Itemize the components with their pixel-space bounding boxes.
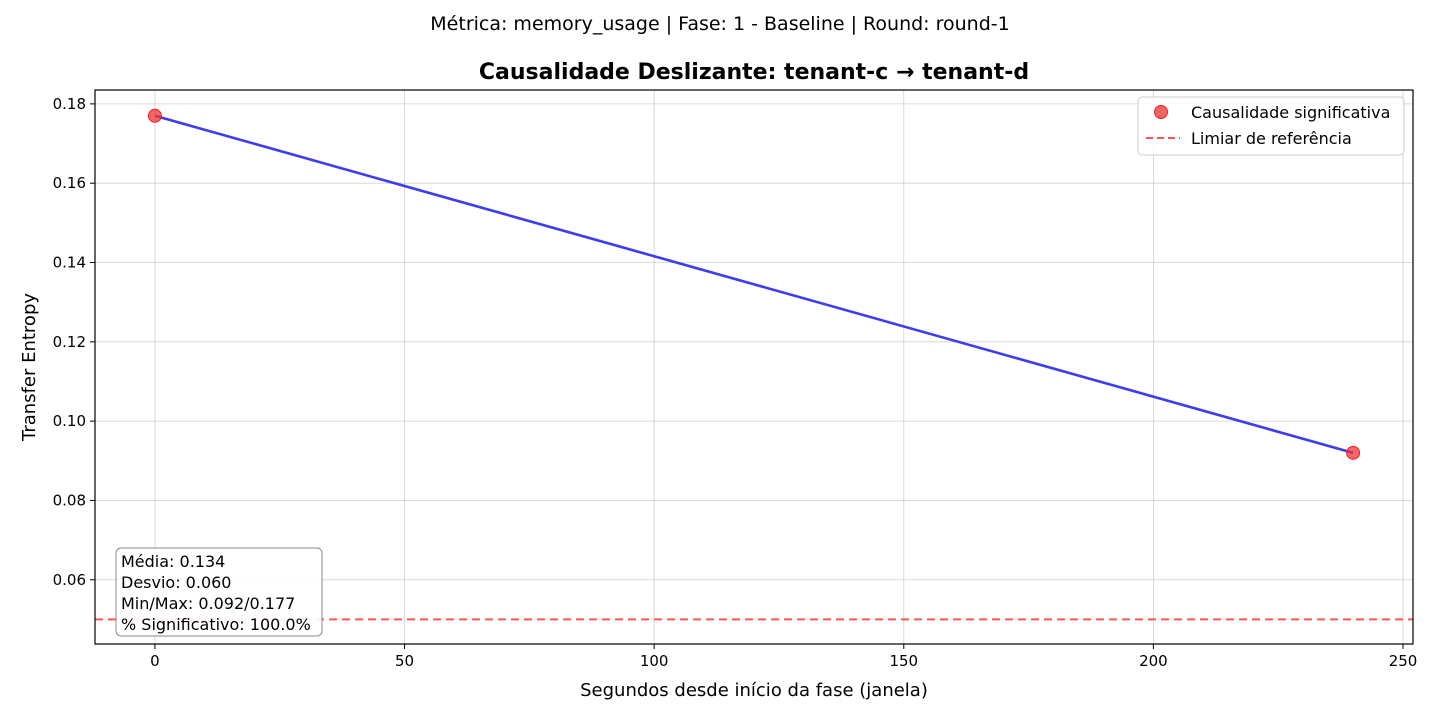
- stats-box: Média: 0.134 Desvio: 0.060 Min/Max: 0.09…: [115, 547, 323, 637]
- y-axis-label: Transfer Entropy: [19, 293, 40, 442]
- x-axis-ticks: 0 50 100 150 200 250: [150, 644, 1417, 670]
- y-tick-label: 0.10: [53, 412, 86, 430]
- plot-area-frame: [94, 89, 1414, 645]
- x-tick-label: 200: [1139, 652, 1168, 670]
- points-layer: [147, 108, 1361, 460]
- y-tick-label: 0.18: [53, 95, 86, 113]
- x-tick-label: 100: [640, 652, 669, 670]
- legend: Causalidade significativa Limiar de refe…: [1137, 96, 1405, 156]
- legend-marker-significant: [1154, 105, 1168, 119]
- series-line: [154, 114, 1354, 455]
- legend-label-significant: Causalidade significativa: [1191, 103, 1390, 122]
- x-tick-label: 250: [1389, 652, 1418, 670]
- chart-title: Causalidade Deslizante: tenant-c → tenan…: [479, 60, 1029, 85]
- stats-std: Desvio: 0.060: [121, 573, 231, 592]
- stats-box-frame: [115, 547, 323, 637]
- stats-significant-pct: % Significativo: 100.0%: [121, 615, 311, 634]
- x-tick-label: 150: [889, 652, 918, 670]
- stats-minmax: Min/Max: 0.092/0.177: [121, 594, 295, 613]
- y-tick-label: 0.16: [53, 174, 86, 192]
- y-axis-ticks: 0.06 0.08 0.10 0.12 0.14 0.16 0.18: [53, 95, 95, 589]
- significant-point: [147, 108, 162, 123]
- significant-point: [1346, 445, 1361, 460]
- stats-mean: Média: 0.134: [121, 552, 225, 571]
- y-tick-label: 0.06: [53, 571, 86, 589]
- x-tick-label: 50: [395, 652, 414, 670]
- x-tick-label: 0: [150, 652, 160, 670]
- x-axis-label: Segundos desde início da fase (janela): [580, 680, 928, 701]
- y-tick-label: 0.14: [53, 254, 86, 272]
- legend-label-threshold: Limiar de referência: [1191, 129, 1352, 148]
- y-tick-label: 0.12: [53, 333, 86, 351]
- legend-frame: [1137, 96, 1405, 156]
- y-tick-label: 0.08: [53, 491, 86, 509]
- chart-suptitle: Métrica: memory_usage | Fase: 1 - Baseli…: [430, 13, 1009, 35]
- series-layer: [154, 114, 1354, 455]
